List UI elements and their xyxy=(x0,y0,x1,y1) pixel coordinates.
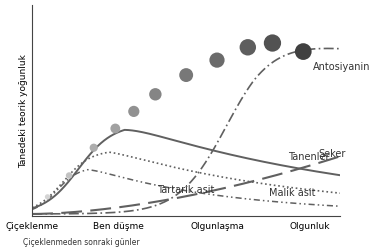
Text: Antosiyanin: Antosiyanin xyxy=(313,62,370,72)
Point xyxy=(131,110,137,114)
Text: Tartarik asit: Tartarik asit xyxy=(158,184,215,194)
Point xyxy=(214,59,220,63)
Point xyxy=(270,42,276,46)
Point xyxy=(183,74,189,78)
Text: Çiçeklenmeden sonraki günler: Çiçeklenmeden sonraki günler xyxy=(23,237,139,246)
Y-axis label: Tanedeki teorik yoğunluk: Tanedeki teorik yoğunluk xyxy=(19,54,28,168)
Text: Tanenler: Tanenler xyxy=(288,152,329,162)
Point xyxy=(44,195,51,199)
Text: Şeker: Şeker xyxy=(319,149,346,159)
Point xyxy=(91,146,97,150)
Point xyxy=(152,93,158,97)
Point xyxy=(300,50,306,54)
Point xyxy=(112,127,118,131)
Point xyxy=(66,174,72,178)
Text: Malik asit: Malik asit xyxy=(270,187,316,197)
Point xyxy=(245,46,251,50)
